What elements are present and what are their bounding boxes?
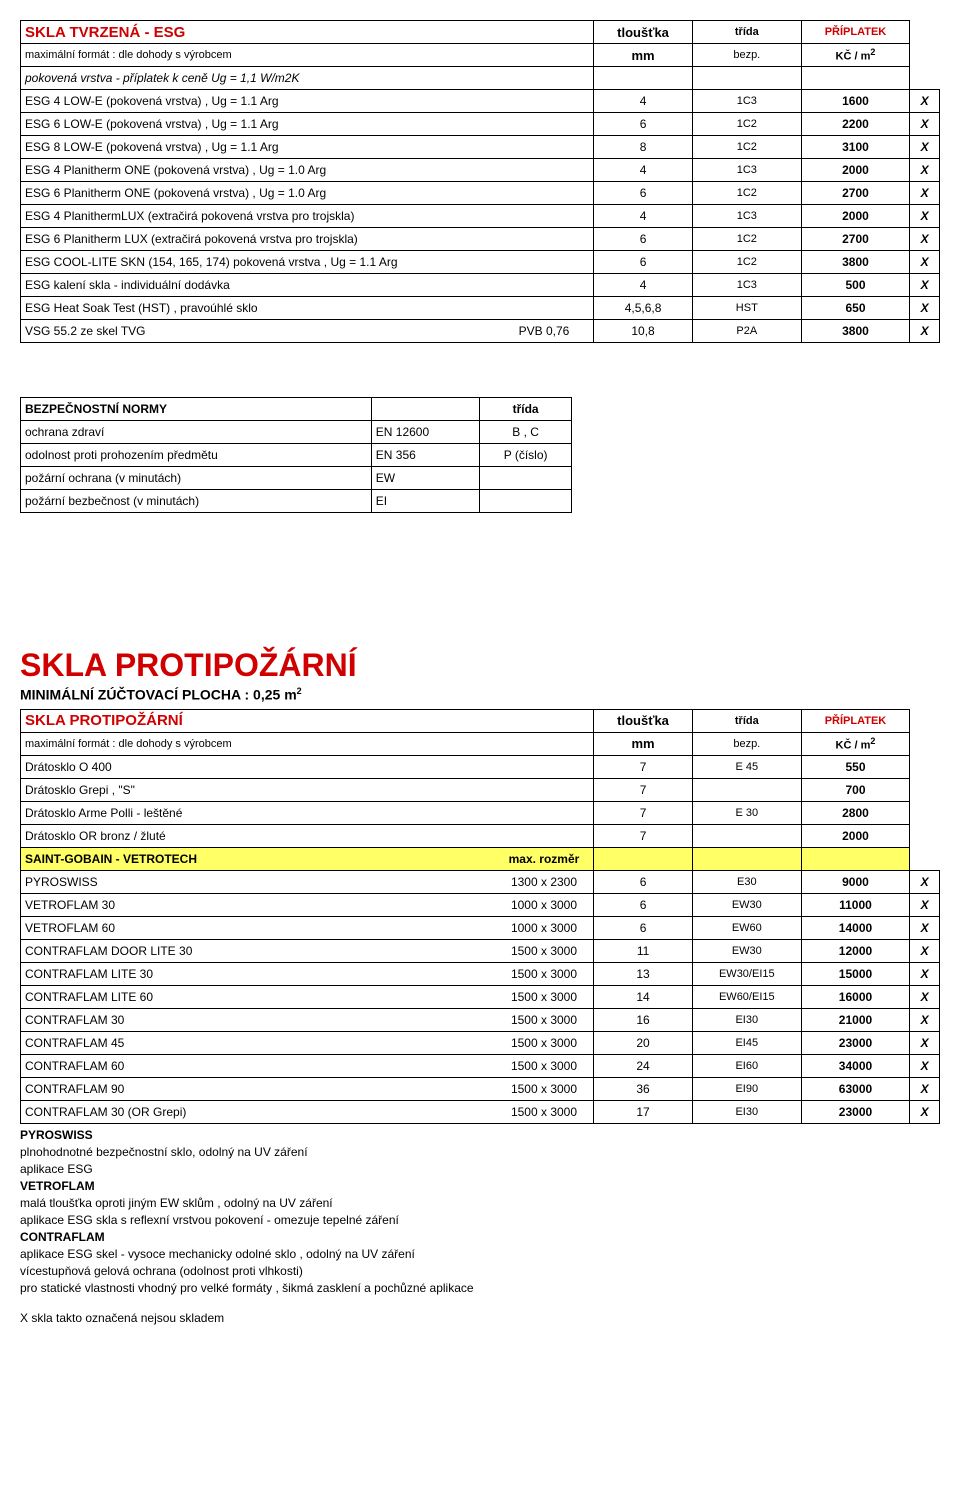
table-row: CONTRAFLAM 601500 x 300024EI6034000X (21, 1054, 940, 1077)
product-name: ESG 4 Planitherm ONE (pokovená vrstva) ,… (21, 159, 495, 182)
table-row: CONTRAFLAM LITE 601500 x 300014EW60/EI15… (21, 985, 940, 1008)
product-name: ESG kalení skla - individuální dodávka (21, 274, 495, 297)
fire-heading: SKLA PROTIPOŽÁRNÍ (20, 647, 940, 684)
norms-title: BEZPEČNOSTNÍ NORMY (21, 398, 372, 421)
table-row: VETROFLAM 601000 x 30006EW6014000X (21, 916, 940, 939)
norms-table: BEZPEČNOSTNÍ NORMY třída ochrana zdravíE… (20, 397, 572, 513)
max-rozmer: max. rozměr (495, 847, 594, 870)
fire-sub: MINIMÁLNÍ ZÚČTOVACÍ PLOCHA : 0,25 m2 (20, 686, 940, 703)
col-trida: třída (692, 21, 801, 44)
table-row: ESG 6 LOW-E (pokovená vrstva) , Ug = 1.1… (21, 113, 940, 136)
fire-title: SKLA PROTIPOŽÁRNÍ (21, 709, 495, 732)
table-row: CONTRAFLAM 30 (OR Grepi)1500 x 300017EI3… (21, 1100, 940, 1123)
esg-title: SKLA TVRZENÁ - ESG (21, 21, 495, 44)
table-row: ESG COOL-LITE SKN (154, 165, 174) pokove… (21, 251, 940, 274)
pokov-row: pokovená vrstva - příplatek k ceně Ug = … (21, 67, 594, 90)
esg-subtitle: maximální formát : dle dohody s výrobcem (21, 44, 495, 67)
table-row: PYROSWISS1300 x 23006E309000X (21, 870, 940, 893)
col-tloustka: tloušťka (594, 21, 693, 44)
col-mm: mm (594, 44, 693, 67)
product-name: ESG 8 LOW-E (pokovená vrstva) , Ug = 1.1… (21, 136, 495, 159)
table-row: ESG 6 Planitherm LUX (extračirá pokovená… (21, 228, 940, 251)
esg-table: SKLA TVRZENÁ - ESG tloušťka třída PŘÍPLA… (20, 20, 940, 343)
product-name: ESG 4 PlanithermLUX (extračirá pokovená … (21, 205, 495, 228)
table-row: Drátosklo Arme Polli - leštěné7E 302800 (21, 801, 940, 824)
product-name: ESG 4 LOW-E (pokovená vrstva) , Ug = 1.1… (21, 90, 495, 113)
col-kc: KČ / m2 (801, 44, 910, 67)
product-name: VSG 55.2 ze skel TVG (21, 320, 495, 343)
product-name: ESG 6 Planitherm LUX (extračirá pokovená… (21, 228, 495, 251)
table-row: ochrana zdravíEN 12600B , C (21, 421, 572, 444)
product-name: ESG Heat Soak Test (HST) , pravoúhlé skl… (21, 297, 495, 320)
table-row: odolnost proti prohozením předmětuEN 356… (21, 444, 572, 467)
table-row: požární ochrana (v minutách)EW (21, 467, 572, 490)
norms-trida: třída (480, 398, 572, 421)
product-name: ESG COOL-LITE SKN (154, 165, 174) pokove… (21, 251, 495, 274)
fire-table: SKLA PROTIPOŽÁRNÍ tloušťka třída PŘÍPLAT… (20, 709, 940, 1124)
col-bezp: bezp. (692, 44, 801, 67)
table-row: CONTRAFLAM 901500 x 300036EI9063000X (21, 1077, 940, 1100)
table-row: CONTRAFLAM LITE 301500 x 300013EW30/EI15… (21, 962, 940, 985)
notes: PYROSWISS plnohodnotné bezpečnostní sklo… (20, 1128, 940, 1325)
table-row: ESG 4 PlanithermLUX (extračirá pokovená … (21, 205, 940, 228)
table-row: ESG 6 Planitherm ONE (pokovená vrstva) ,… (21, 182, 940, 205)
table-row: CONTRAFLAM 301500 x 300016EI3021000X (21, 1008, 940, 1031)
saint-gobain: SAINT-GOBAIN - VETROTECH (21, 847, 495, 870)
table-row: CONTRAFLAM 451500 x 300020EI4523000X (21, 1031, 940, 1054)
table-row: ESG 4 LOW-E (pokovená vrstva) , Ug = 1.1… (21, 90, 940, 113)
table-row: ESG kalení skla - individuální dodávka41… (21, 274, 940, 297)
col-priplatek: PŘÍPLATEK (801, 21, 910, 44)
table-row: požární bezbečnost (v minutách)EI (21, 490, 572, 513)
table-row: ESG 4 Planitherm ONE (pokovená vrstva) ,… (21, 159, 940, 182)
table-row: Drátosklo O 4007E 45550 (21, 755, 940, 778)
product-name: ESG 6 Planitherm ONE (pokovená vrstva) ,… (21, 182, 495, 205)
table-row: VETROFLAM 301000 x 30006EW3011000X (21, 893, 940, 916)
table-row: ESG 8 LOW-E (pokovená vrstva) , Ug = 1.1… (21, 136, 940, 159)
table-row: ESG Heat Soak Test (HST) , pravoúhlé skl… (21, 297, 940, 320)
table-row: CONTRAFLAM DOOR LITE 301500 x 300011EW30… (21, 939, 940, 962)
table-row: Drátosklo OR bronz / žluté72000 (21, 824, 940, 847)
table-row: Drátosklo Grepi , "S"7700 (21, 778, 940, 801)
table-row: VSG 55.2 ze skel TVGPVB 0,7610,8P2A3800X (21, 320, 940, 343)
product-name: ESG 6 LOW-E (pokovená vrstva) , Ug = 1.1… (21, 113, 495, 136)
